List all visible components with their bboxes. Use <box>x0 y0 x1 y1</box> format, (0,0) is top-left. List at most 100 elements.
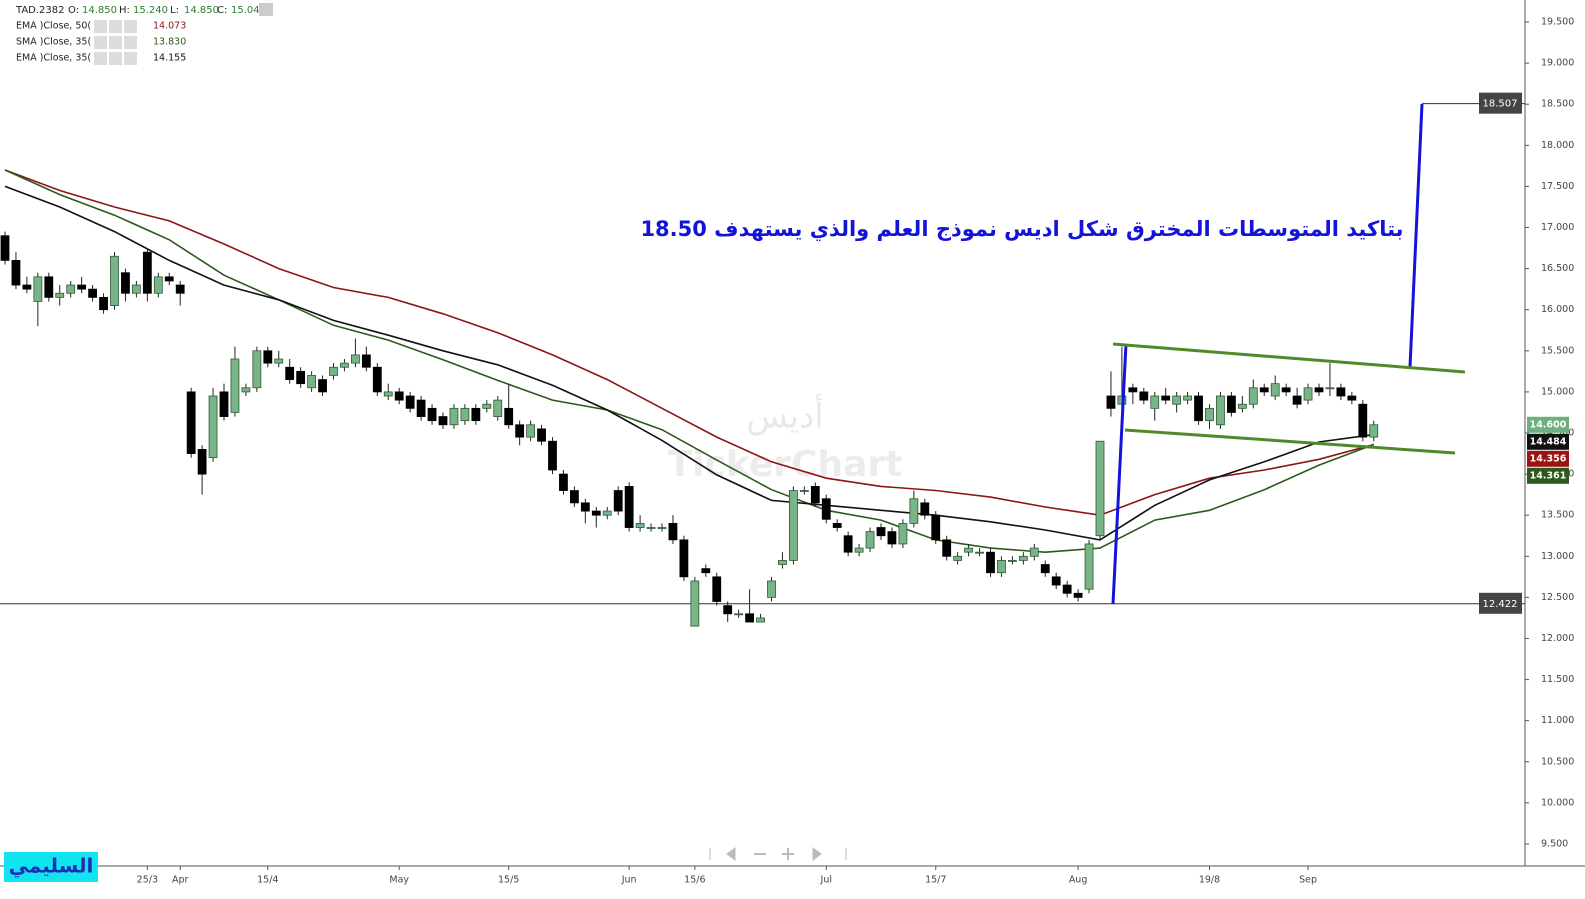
watermark: TickerChart <box>668 444 903 485</box>
candle-body <box>394 391 404 401</box>
candle-body <box>1183 395 1192 401</box>
y-tick-label: 10.500 <box>1541 756 1574 767</box>
candle-body <box>1369 424 1379 438</box>
candle-body <box>340 362 349 368</box>
signature-box <box>4 852 98 882</box>
legend-name: EMA )Close, 35( <box>16 53 91 64</box>
candle-body <box>1237 403 1247 409</box>
more-button[interactable] <box>259 3 273 16</box>
candle-body <box>898 523 908 545</box>
level-tag <box>1479 92 1522 114</box>
candle-body <box>1205 407 1214 422</box>
price-tag-label: 14.361 <box>1530 470 1567 481</box>
candle-body <box>350 354 360 364</box>
candle-body <box>810 486 820 504</box>
candle-body <box>55 292 65 298</box>
y-tick-label: 12.000 <box>1541 633 1574 644</box>
y-tick-label: 17.500 <box>1541 181 1574 192</box>
price-tag <box>1527 416 1569 433</box>
candle-body <box>460 407 470 422</box>
candle-body <box>1018 555 1028 561</box>
candle-body <box>657 527 667 529</box>
candle-body <box>241 387 251 393</box>
candle-body <box>526 424 535 438</box>
candle-body <box>1008 560 1017 562</box>
legend-icon[interactable] <box>124 36 137 49</box>
candle-body <box>329 366 338 376</box>
candle-body <box>1161 395 1171 401</box>
candle-body <box>1216 395 1225 426</box>
signature: السليمي <box>9 854 94 879</box>
flag-pole <box>1111 343 1128 605</box>
legend-icon[interactable] <box>94 36 107 49</box>
candle-body <box>559 473 568 491</box>
y-tick-label: 12.500 <box>1541 592 1574 603</box>
ma-line <box>4 169 1375 517</box>
candle-body <box>77 284 87 290</box>
candle-body <box>570 490 579 504</box>
x-tick-label: 25/3 <box>137 875 158 886</box>
candle-body <box>1106 395 1116 409</box>
candle-body <box>635 523 645 528</box>
candle-body <box>208 395 218 459</box>
candle-body <box>1303 387 1313 401</box>
candle-body <box>66 284 76 294</box>
candle-body <box>0 235 10 261</box>
candle-body <box>164 276 174 282</box>
legend-icon[interactable] <box>109 36 122 49</box>
x-tick-label: 15/5 <box>498 875 519 886</box>
candle-body <box>471 407 481 422</box>
legend-icon[interactable] <box>109 20 122 33</box>
candle-body <box>88 288 97 298</box>
candle-body <box>142 251 152 294</box>
candle-body <box>318 379 327 393</box>
candle-body <box>438 416 448 426</box>
candle-body <box>1139 391 1149 401</box>
candle-body <box>1150 395 1160 409</box>
y-tick-label: 17.000 <box>1541 222 1574 233</box>
candle-body <box>1248 387 1258 405</box>
legend-icon[interactable] <box>94 52 107 65</box>
candle-body <box>11 259 21 286</box>
y-tick-label: 13.500 <box>1541 510 1574 521</box>
candle-body <box>1172 395 1182 405</box>
candle-body <box>679 539 689 578</box>
candle-body <box>230 358 240 413</box>
field-value: 14.850 <box>184 5 219 16</box>
price-tag-label: 14.600 <box>1530 419 1567 430</box>
candle-body <box>602 510 612 516</box>
legend-icon[interactable] <box>94 20 107 33</box>
legend-icon[interactable] <box>124 52 137 65</box>
y-tick-label: 15.000 <box>1541 386 1574 397</box>
y-tick-label: 14.500 <box>1541 428 1574 439</box>
candle-body <box>537 428 546 442</box>
candle-body <box>131 284 141 294</box>
candle-body <box>986 551 995 574</box>
legend-icon[interactable] <box>109 52 122 65</box>
candle-body <box>909 498 919 524</box>
candle-body <box>416 399 426 417</box>
candle-body <box>153 276 163 294</box>
candle-body <box>274 358 284 364</box>
legend-icon[interactable] <box>124 20 137 33</box>
candle-body <box>1270 383 1280 397</box>
candle-body <box>307 375 317 389</box>
candle-body <box>285 366 295 380</box>
candle-body <box>1194 395 1203 422</box>
candle-body <box>1325 387 1335 390</box>
y-tick-label: 15.500 <box>1541 345 1574 356</box>
candle-body <box>197 449 207 475</box>
candle-body <box>1314 387 1324 393</box>
nav-controls[interactable] <box>709 847 847 861</box>
candle-body <box>723 605 733 615</box>
candle-body <box>832 523 842 528</box>
candle-body <box>186 391 196 454</box>
candle-body <box>690 580 700 627</box>
candle-body <box>953 555 963 561</box>
candle-body <box>1259 387 1269 393</box>
flag-bottom <box>1124 428 1456 455</box>
candle-body <box>1051 576 1061 586</box>
x-tick-label: 15/7 <box>925 875 946 886</box>
candle-body <box>548 440 557 471</box>
